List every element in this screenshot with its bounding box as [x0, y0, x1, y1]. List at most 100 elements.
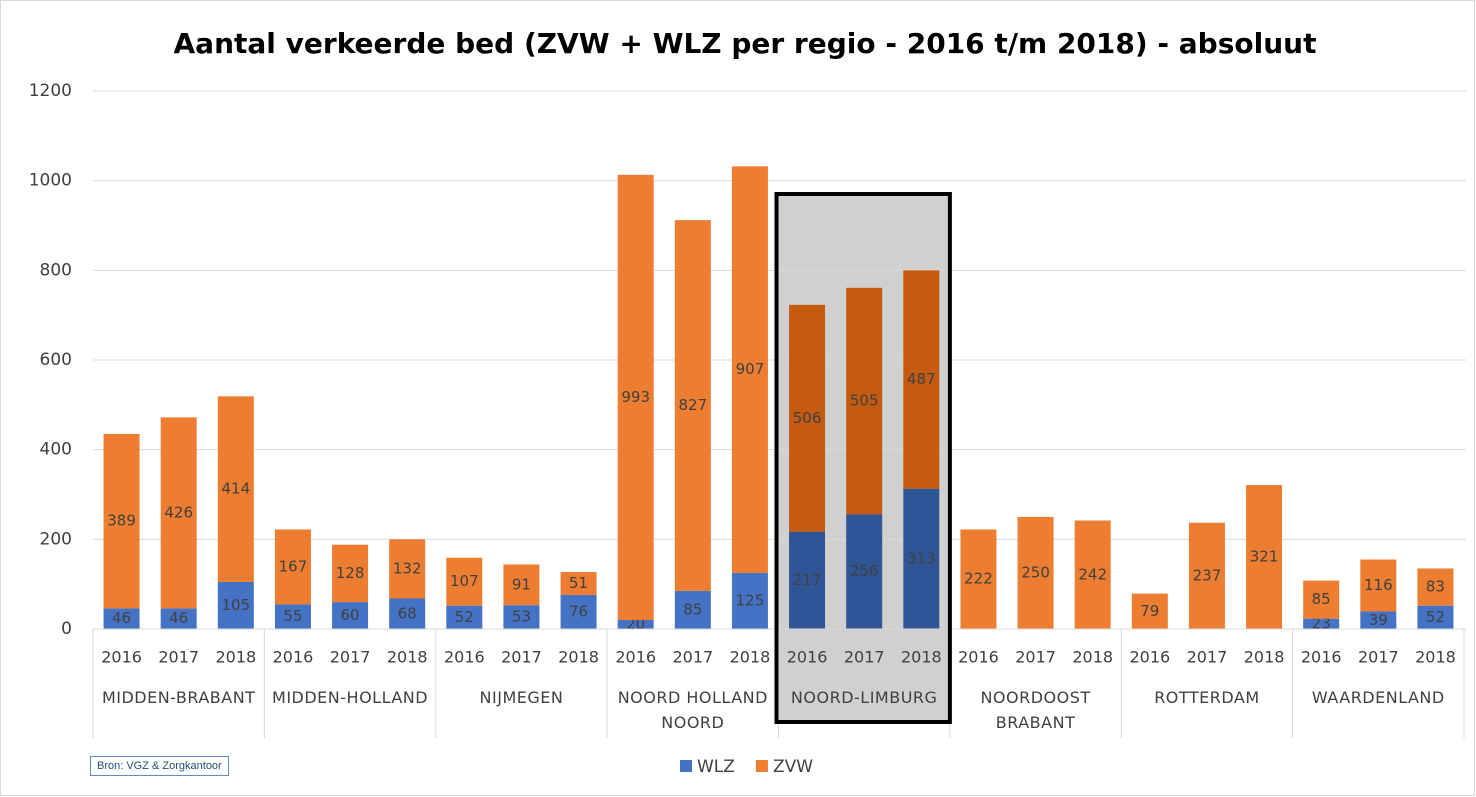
bar-segment	[846, 287, 883, 515]
x-tick-label: 2018	[558, 648, 599, 667]
bar-segment	[217, 581, 254, 629]
group-label: MIDDEN-BRABANT	[101, 688, 256, 707]
x-tick-label: 2016	[787, 648, 828, 667]
x-tick-label: 2017	[158, 648, 199, 667]
bar-segment	[1417, 605, 1454, 629]
data-label: 125	[736, 591, 765, 609]
bar-segment	[789, 531, 826, 629]
bar-segment	[503, 564, 540, 606]
chart-title: Aantal verkeerde bed (ZVW + WLZ per regi…	[174, 27, 1317, 60]
bar-segment	[903, 488, 940, 629]
x-tick-label: 2016	[958, 648, 999, 667]
bar-segment	[1360, 611, 1397, 629]
group-label: NOORD HOLLAND NOORD	[617, 688, 768, 732]
legend-swatch	[680, 760, 692, 772]
bar-segment	[446, 605, 483, 629]
data-label: 217	[793, 571, 822, 589]
data-label: 105	[221, 596, 250, 614]
data-label: 128	[336, 564, 365, 582]
bar-segment	[103, 433, 140, 609]
group-label: MIDDEN-HOLLAND	[272, 688, 429, 707]
bar-segment	[1017, 516, 1054, 629]
x-tick-label: 2018	[1072, 648, 1113, 667]
bar-segment	[1360, 559, 1397, 612]
x-tick-label: 2016	[444, 648, 485, 667]
data-label: 52	[1426, 608, 1445, 626]
data-label: 116	[1364, 576, 1393, 594]
bar-segment	[617, 620, 654, 629]
data-label: 53	[512, 608, 531, 626]
x-tick-label: 2018	[215, 648, 256, 667]
data-label: 993	[621, 388, 650, 406]
x-tick-label: 2017	[1015, 648, 1056, 667]
x-tick-label: 2017	[672, 648, 713, 667]
legend-swatch	[755, 760, 768, 772]
x-tick-label: 2017	[501, 648, 542, 667]
data-label: 46	[112, 609, 131, 627]
y-tick-label: 1000	[29, 171, 72, 191]
bar-segment	[389, 539, 426, 599]
data-label: 39	[1369, 611, 1388, 629]
bar-segment	[1188, 522, 1225, 629]
bar-segment	[903, 270, 940, 489]
y-tick-label: 600	[40, 350, 72, 370]
source: Bron: VGZ & Zorgkantoor	[90, 756, 229, 776]
data-label: 237	[1193, 566, 1222, 584]
data-label: 91	[512, 575, 531, 593]
data-label: 167	[279, 557, 308, 575]
data-label: 55	[283, 607, 302, 625]
x-tick-label: 2018	[387, 648, 428, 667]
data-label: 60	[341, 606, 360, 624]
x-tick-label: 2018	[901, 648, 942, 667]
data-label: 487	[907, 370, 936, 388]
bar-segment	[1303, 618, 1340, 629]
bar-segment	[789, 304, 826, 532]
y-tick-label: 0	[61, 619, 72, 639]
bar-segment	[674, 220, 711, 591]
x-tick-label: 2017	[1358, 648, 1399, 667]
data-label: 313	[907, 549, 936, 567]
x-tick-label: 2018	[1244, 648, 1285, 667]
bar-segment	[560, 594, 597, 629]
bar-segment	[674, 590, 711, 629]
y-tick-label: 400	[40, 440, 72, 460]
x-tick-label: 2016	[1129, 648, 1170, 667]
bar-segment	[332, 602, 369, 629]
y-tick-label: 200	[40, 529, 72, 549]
bar-segment	[160, 608, 197, 629]
data-label: 250	[1021, 563, 1050, 581]
data-label: 414	[221, 480, 250, 498]
bar-segment	[560, 572, 597, 595]
x-tick-label: 2016	[1301, 648, 1342, 667]
y-tick-label: 800	[40, 260, 72, 280]
data-label: 76	[569, 602, 588, 620]
bar-segment	[217, 396, 254, 582]
data-label: 23	[1312, 614, 1331, 632]
data-label: 827	[678, 396, 707, 414]
bar-segment	[1131, 593, 1168, 629]
bar-segment	[1246, 485, 1283, 629]
data-label: 85	[1312, 590, 1331, 608]
data-label: 321	[1250, 548, 1279, 566]
bar-segment	[446, 557, 483, 606]
bar-segment	[960, 529, 997, 629]
data-label: 506	[793, 409, 822, 427]
data-label: 389	[107, 512, 136, 530]
x-tick-label: 2017	[330, 648, 371, 667]
x-tick-label: 2016	[101, 648, 142, 667]
group-label: WAARDENLAND	[1311, 688, 1445, 707]
data-label: 505	[850, 392, 879, 410]
legend-label: WLZ	[697, 757, 735, 777]
x-tick-label: 2016	[615, 648, 656, 667]
data-label: 52	[455, 608, 474, 626]
x-tick-label: 2018	[1415, 648, 1456, 667]
group-label: ROTTERDAM	[1154, 688, 1260, 707]
bar-segment	[160, 417, 197, 609]
x-tick-label: 2017	[1187, 648, 1228, 667]
bar-segment	[731, 166, 768, 573]
x-tick-label: 2017	[844, 648, 885, 667]
bar-segment	[1074, 520, 1111, 629]
group-label: NOORD-LIMBURG	[790, 688, 938, 707]
